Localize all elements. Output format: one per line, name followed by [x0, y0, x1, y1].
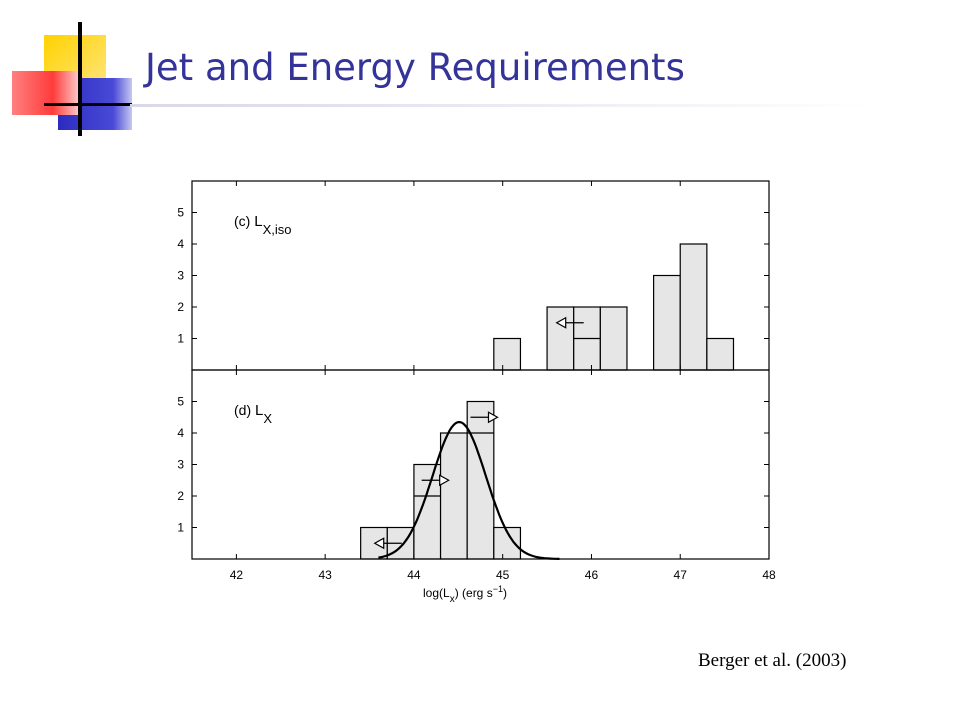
panel-letter: (d) — [234, 402, 255, 418]
limit-marker-d-1 — [373, 537, 402, 550]
y-tick-label-c-2: 2 — [177, 300, 184, 314]
xlabel-end: ) — [503, 586, 507, 600]
limit-marker-d-3 — [470, 411, 499, 424]
histogram-bar-c-5 — [652, 274, 681, 371]
limit-arrow-head — [555, 316, 567, 329]
panel-quantity-subscript: X,iso — [263, 222, 292, 237]
x-tick-label-42: 42 — [230, 568, 244, 582]
panel-quantity: L — [255, 402, 263, 419]
histogram-bar-c-6 — [679, 243, 708, 371]
panel-letter: (c) — [234, 213, 254, 229]
slide-title: Jet and Energy Requirements — [145, 46, 685, 89]
xlabel-superscript: −1 — [493, 584, 503, 594]
limit-arrow-head — [373, 537, 385, 550]
y-tick-label-c-3: 3 — [177, 269, 184, 283]
xlabel-main: log(L — [423, 586, 450, 600]
limit-marker-c-1 — [555, 316, 584, 329]
x-tick-label-46: 46 — [585, 568, 599, 582]
y-tick-label-d-3: 3 — [177, 458, 184, 472]
histogram-bar-c-4 — [599, 306, 628, 371]
limit-arrow-head — [439, 474, 450, 487]
y-tick-label-d-2: 2 — [177, 489, 184, 503]
panel-quantity: L — [254, 213, 262, 230]
gaussian-fit-curve — [378, 421, 560, 560]
y-tick-label-c-5: 5 — [177, 206, 184, 220]
y-tick-label-c-1: 1 — [177, 332, 184, 346]
panel-quantity-subscript: X — [263, 411, 272, 426]
y-tick-label-d-1: 1 — [177, 521, 184, 535]
histogram-bar-d-5 — [466, 400, 495, 560]
y-tick-label-d-4: 4 — [177, 426, 184, 440]
x-tick-label-47: 47 — [674, 568, 688, 582]
logo-horizontal-line — [44, 103, 132, 106]
x-tick-label-44: 44 — [407, 568, 421, 582]
panel-label-c: (c) LX,iso — [234, 213, 291, 237]
histogram-bar-d-4 — [439, 432, 468, 560]
x-tick-label-43: 43 — [318, 568, 332, 582]
histogram-bar-c-7 — [706, 337, 735, 371]
xlabel-subscript: x — [450, 594, 455, 605]
histogram-bar-d-3 — [413, 463, 442, 560]
y-tick-label-c-4: 4 — [177, 237, 184, 251]
logo-vertical-line — [78, 22, 82, 136]
histogram-bar-c-2 — [546, 306, 575, 371]
title-underline — [130, 104, 870, 107]
y-tick-label-d-5: 5 — [177, 395, 184, 409]
logo-red-square — [12, 71, 80, 115]
xlabel-units: ) (erg s — [455, 586, 493, 600]
x-axis-label: log(Lx) (erg s−1) — [423, 584, 507, 605]
citation: Berger et al. (2003) — [698, 650, 847, 671]
limit-arrow-head — [487, 411, 499, 424]
x-tick-label-48: 48 — [762, 568, 776, 582]
slide-logo — [12, 22, 132, 136]
histogram-bar-c-1 — [493, 337, 522, 371]
panel-label-d: (d) LX — [234, 402, 272, 426]
x-tick-label-45: 45 — [496, 568, 510, 582]
